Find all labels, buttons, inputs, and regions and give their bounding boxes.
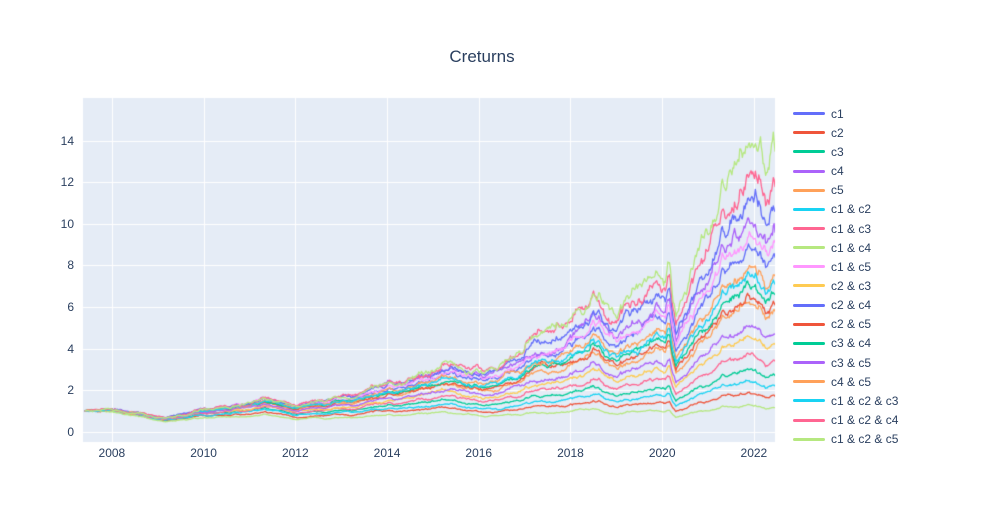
legend-line-swatch [793, 207, 825, 211]
x-tick-label: 2018 [557, 446, 584, 460]
x-tick-label: 2020 [648, 446, 676, 460]
legend-item-label: c5 [831, 183, 844, 198]
legend-item-label: c1 & c2 & c3 [831, 393, 899, 408]
legend-line-swatch [793, 188, 825, 192]
legend-item-label: c1 & c2 & c4 [831, 413, 899, 428]
y-tick-label: 2 [67, 383, 74, 398]
x-tick-label: 2012 [281, 446, 309, 460]
legend-item-label: c1 & c2 & c5 [831, 432, 899, 447]
legend-item-label: c2 & c4 [831, 298, 872, 313]
legend-item-label: c3 [831, 144, 844, 159]
x-tick-label: 2022 [740, 446, 768, 460]
legend-line-swatch [793, 399, 825, 403]
y-tick-label: 14 [60, 133, 74, 148]
legend-line-swatch [793, 131, 825, 135]
chart-title: Creturns [449, 47, 515, 66]
legend-item-label: c4 & c5 [831, 374, 872, 389]
legend-item-c1-c2-c5[interactable]: c1 & c2 & c5 [793, 430, 898, 449]
legend-item-label: c3 & c5 [831, 355, 872, 370]
legend-item-label: c1 & c4 [831, 240, 872, 255]
legend-item-label: c1 [831, 106, 844, 121]
legend-item-c3[interactable]: c3 [793, 142, 898, 161]
legend-line-swatch [793, 380, 825, 384]
legend-line-swatch [793, 246, 825, 250]
legend: c1 c2 c3 c4 c5 c1 & c2 c1 & c3 c1 & c4 c1 & c5 c2… [793, 104, 898, 449]
legend-item-c1-c2[interactable]: c1 & c2 [793, 200, 898, 219]
legend-line-swatch [793, 361, 825, 365]
legend-item-label: c1 & c5 [831, 259, 872, 274]
legend-item-c4-c5[interactable]: c4 & c5 [793, 372, 898, 391]
legend-line-swatch [793, 112, 825, 116]
x-tick-label: 2008 [98, 446, 126, 460]
legend-item-c2-c4[interactable]: c2 & c4 [793, 296, 898, 315]
legend-item-c2[interactable]: c2 [793, 123, 898, 142]
legend-item-c1[interactable]: c1 [793, 104, 898, 123]
legend-item-label: c2 [831, 125, 844, 140]
y-tick-label: 0 [67, 424, 74, 439]
y-tick-label: 4 [67, 341, 74, 356]
y-tick-label: 12 [60, 175, 74, 190]
legend-item-c2-c3[interactable]: c2 & c3 [793, 276, 898, 295]
x-tick-label: 2016 [465, 446, 493, 460]
legend-item-c1-c2-c4[interactable]: c1 & c2 & c4 [793, 411, 898, 430]
y-tick-label: 8 [67, 258, 74, 273]
legend-line-swatch [793, 418, 825, 422]
legend-item-c1-c5[interactable]: c1 & c5 [793, 257, 898, 276]
legend-line-swatch [793, 265, 825, 269]
legend-item-label: c2 & c3 [831, 278, 872, 293]
y-tick-label: 10 [60, 216, 74, 231]
legend-line-swatch [793, 341, 825, 345]
legend-item-c2-c5[interactable]: c2 & c5 [793, 315, 898, 334]
legend-item-label: c1 & c2 [831, 202, 872, 217]
legend-line-swatch [793, 303, 825, 307]
legend-item-label: c2 & c5 [831, 317, 872, 332]
legend-line-swatch [793, 169, 825, 173]
legend-line-swatch [793, 284, 825, 288]
x-tick-label: 2010 [190, 446, 217, 460]
legend-line-swatch [793, 227, 825, 231]
legend-item-c3-c5[interactable]: c3 & c5 [793, 353, 898, 372]
legend-item-c5[interactable]: c5 [793, 181, 898, 200]
legend-item-c1-c2-c3[interactable]: c1 & c2 & c3 [793, 391, 898, 410]
y-tick-label: 6 [67, 299, 74, 314]
legend-item-c1-c3[interactable]: c1 & c3 [793, 219, 898, 238]
x-tick-label: 2014 [373, 446, 401, 460]
legend-item-label: c1 & c3 [831, 221, 872, 236]
legend-item-label: c3 & c4 [831, 336, 872, 351]
legend-line-swatch [793, 150, 825, 154]
legend-item-label: c4 [831, 164, 844, 179]
legend-item-c4[interactable]: c4 [793, 161, 898, 180]
legend-item-c1-c4[interactable]: c1 & c4 [793, 238, 898, 257]
legend-line-swatch [793, 437, 825, 441]
legend-item-c3-c4[interactable]: c3 & c4 [793, 334, 898, 353]
legend-line-swatch [793, 322, 825, 326]
